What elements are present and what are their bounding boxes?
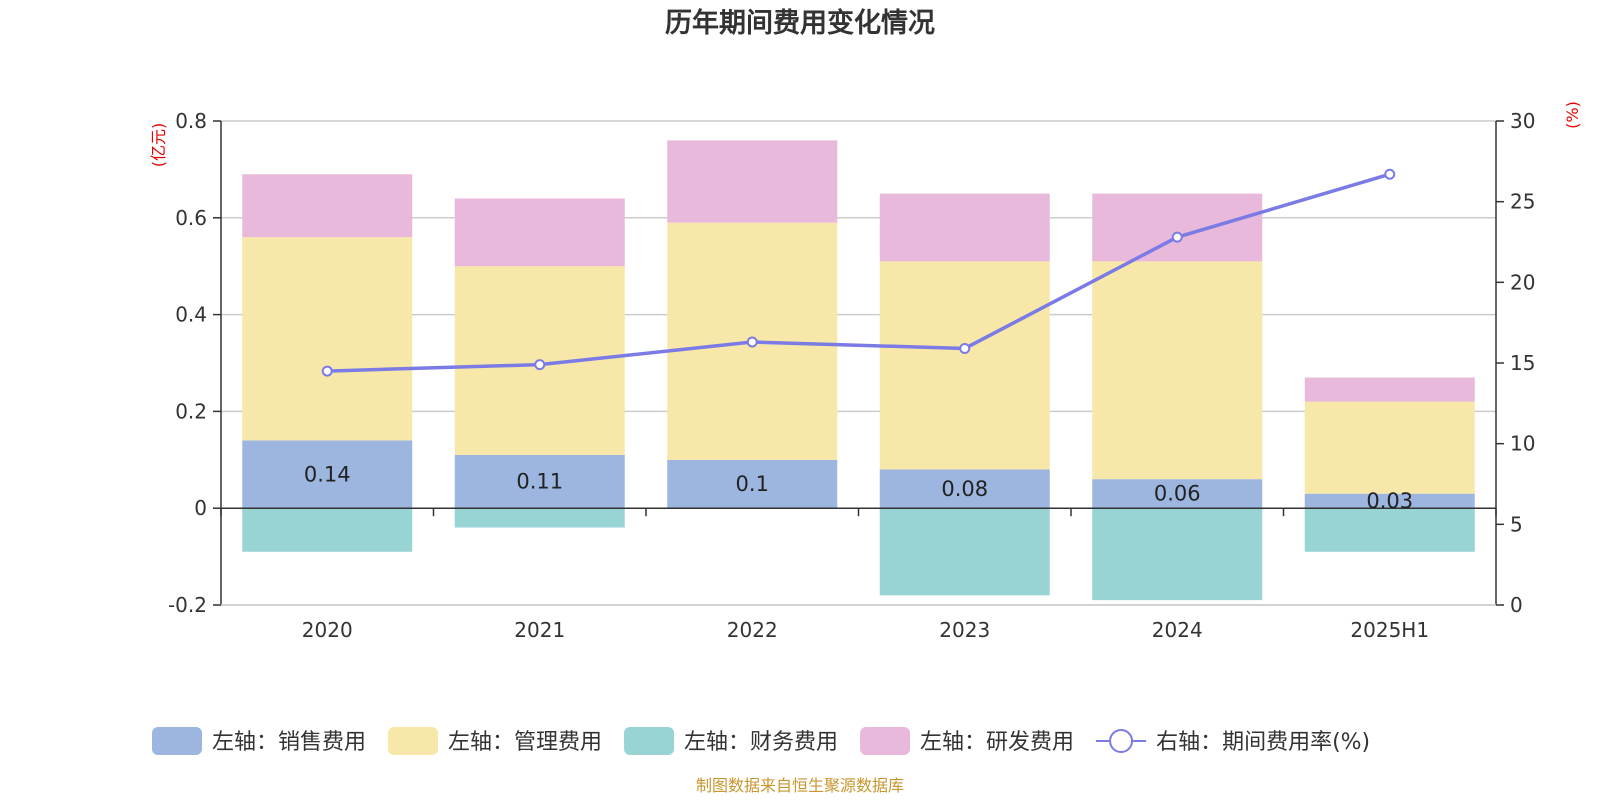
x-axis-tick-label: 2020 <box>302 618 353 642</box>
legend-label: 左轴：销售费用 <box>212 730 366 755</box>
rate-line-point <box>534 359 546 371</box>
bar-segment <box>1304 493 1475 509</box>
bar-segment <box>242 174 413 238</box>
bar-segment <box>454 454 625 509</box>
left-axis-tick-label: 0 <box>194 496 207 520</box>
right-axis-tick-label: 10 <box>1510 432 1535 456</box>
bar-segment <box>1092 261 1263 480</box>
chart-title: 历年期间费用变化情况 <box>665 7 935 39</box>
left-axis-tick-label: 0.8 <box>175 109 207 133</box>
bar-segment <box>879 261 1050 470</box>
left-axis-tick-label: -0.2 <box>168 593 207 617</box>
right-axis-tick-label: 5 <box>1510 512 1523 536</box>
right-axis-tick-label: 0 <box>1510 593 1523 617</box>
rate-line-point <box>959 342 971 354</box>
legend-swatch <box>860 727 911 755</box>
left-axis-unit: (亿元) <box>149 123 168 168</box>
axes: -0.2 0 0.2 0.4 0.6 0.8 0 5 10 15 20 25 30 2020 2021 202… <box>168 109 1535 642</box>
rate-line <box>321 168 1396 377</box>
legend-swatch <box>152 727 202 755</box>
bar-segment <box>242 440 413 509</box>
left-axis-tick-label: 0.2 <box>175 399 207 423</box>
bar-segment <box>879 193 1050 262</box>
data-label: 0.14 <box>304 462 351 486</box>
x-axis-tick-label: 2024 <box>1152 618 1203 642</box>
legend-label: 右轴：期间费用率(%) <box>1156 730 1370 755</box>
legend-label: 左轴：研发费用 <box>920 730 1074 755</box>
right-axis-tick-label: 20 <box>1510 270 1535 294</box>
data-label: 0.08 <box>941 477 988 501</box>
bar-segment <box>242 508 413 552</box>
bar-segment <box>879 508 1050 596</box>
legend-swatch <box>624 727 675 755</box>
x-axis-tick-label: 2025H1 <box>1350 618 1429 642</box>
right-axis-tick-label: 25 <box>1510 190 1535 214</box>
right-axis-tick-label: 15 <box>1510 351 1535 375</box>
bar-segment <box>1092 193 1263 262</box>
legend-label: 左轴：财务费用 <box>684 730 838 755</box>
legend-label: 左轴：管理费用 <box>448 730 602 755</box>
bar-segment <box>1092 479 1263 509</box>
bar-segment <box>454 508 625 528</box>
rate-line-point <box>321 365 333 377</box>
rate-line-point <box>1171 231 1183 243</box>
data-label: 0.11 <box>516 470 563 494</box>
legend-swatch <box>388 727 439 755</box>
bar-segment <box>879 469 1050 509</box>
right-axis-unit: (%) <box>1563 101 1582 129</box>
legend-marker <box>1109 729 1134 753</box>
x-axis-tick-label: 2022 <box>727 618 778 642</box>
bar-segment <box>667 459 838 509</box>
rate-line-point <box>746 336 758 348</box>
source-note: 制图数据来自恒生聚源数据库 <box>696 776 904 795</box>
data-label: 0.03 <box>1366 489 1413 513</box>
data-label: 0.1 <box>736 472 769 496</box>
rate-line-point <box>1384 168 1396 180</box>
x-axis-tick-label: 2021 <box>514 618 565 642</box>
legend: 左轴：销售费用 左轴：管理费用 左轴：财务费用 左轴：研发费用 右轴：期间费用率(%) <box>152 727 1370 755</box>
data-labels: 0.14 0.11 0.1 0.08 0.06 0.03 <box>304 462 1413 513</box>
bar-segment <box>1092 508 1263 601</box>
x-axis-tick-label: 2023 <box>939 618 990 642</box>
bar-segment <box>454 198 625 267</box>
left-axis-tick-label: 0.6 <box>175 206 207 230</box>
bar-segment <box>1304 508 1475 552</box>
bars <box>242 140 1475 601</box>
data-label: 0.06 <box>1154 482 1201 506</box>
bar-segment <box>1304 401 1475 494</box>
right-axis-tick-label: 30 <box>1510 109 1535 133</box>
rate-line-path <box>327 172 1391 373</box>
bar-segment <box>242 237 413 441</box>
bar-segment <box>667 140 838 223</box>
bar-segment <box>1304 377 1475 402</box>
left-axis-tick-label: 0.4 <box>175 303 207 327</box>
